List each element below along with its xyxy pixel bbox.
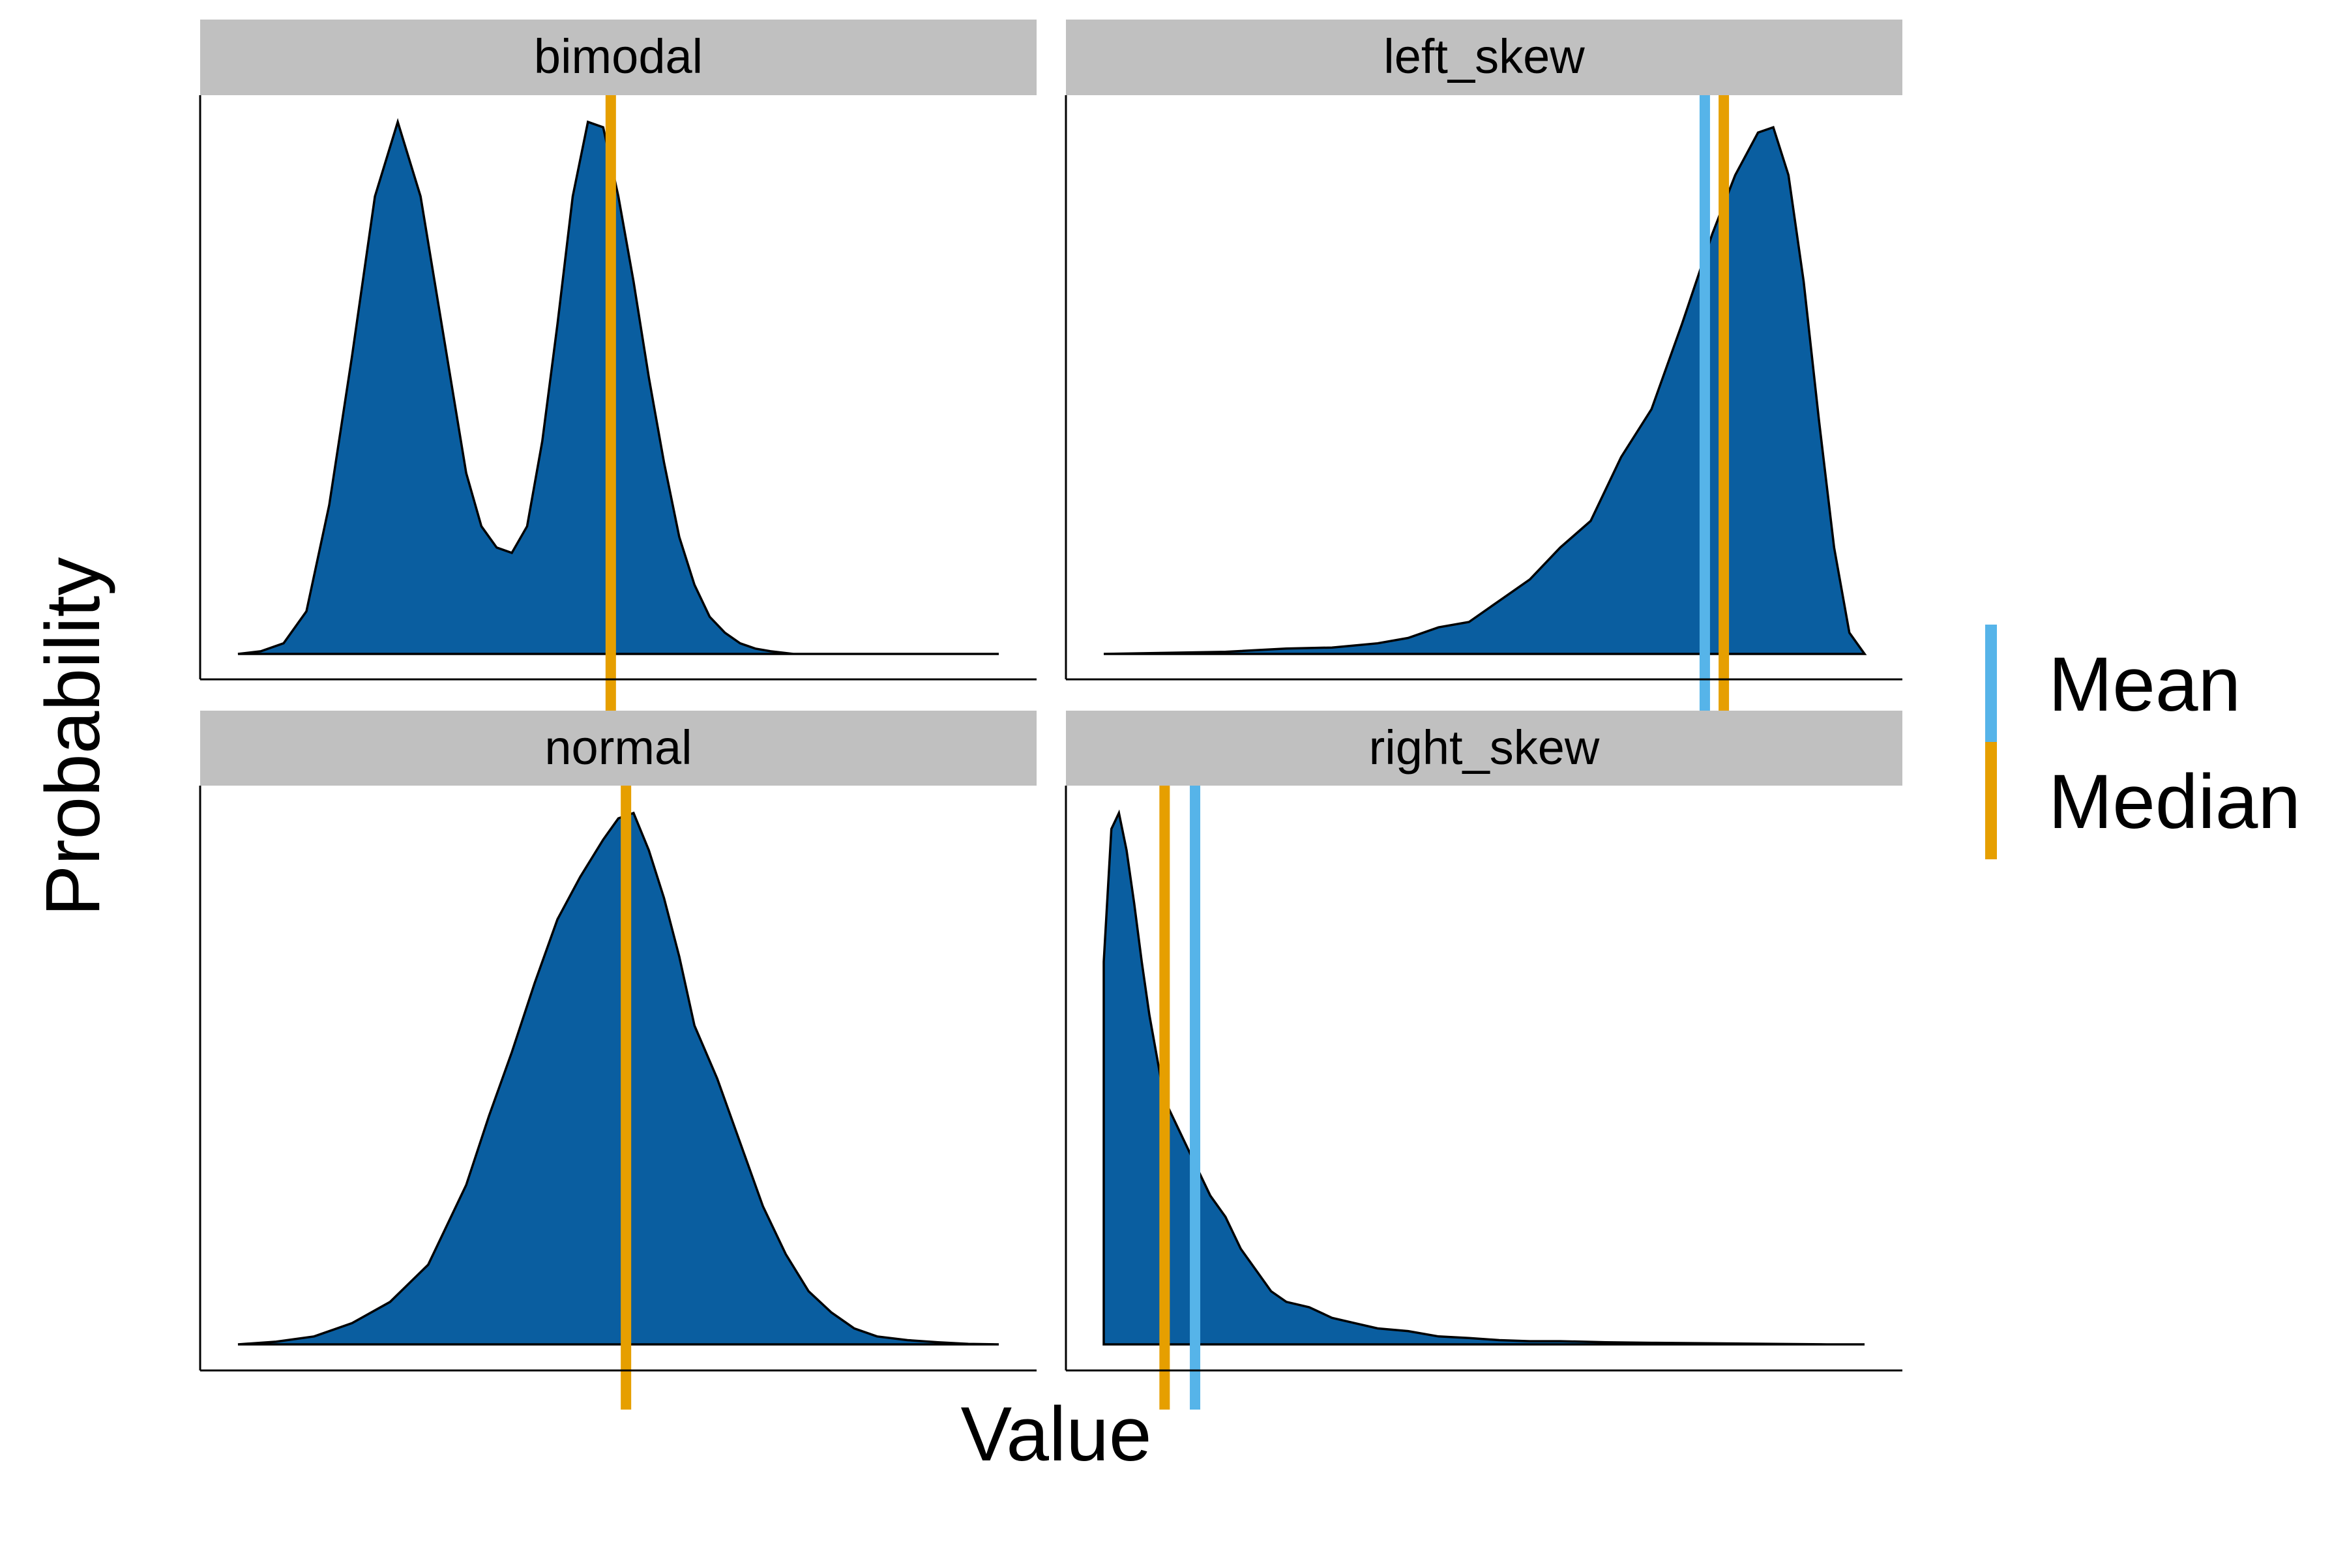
panel-left_skew: left_skew (1065, 20, 1902, 718)
panel-normal: normal (199, 711, 1037, 1410)
legend-key-median (1985, 742, 1997, 859)
y-axis-title: Probability (30, 557, 116, 917)
strip-label-left_skew: left_skew (1383, 29, 1585, 83)
strip-background (200, 20, 1037, 95)
legend-label-median: Median (2048, 759, 2301, 845)
density-area-left_skew (1103, 125, 1867, 655)
density-area-right_skew (1102, 809, 1865, 1346)
strip-background (200, 711, 1037, 786)
strip-label-bimodal: bimodal (534, 29, 703, 83)
strip-background (1066, 20, 1902, 95)
strip-background (1066, 711, 1902, 786)
legend-key-mean (1985, 625, 1997, 742)
panel-right_skew: right_skew (1065, 711, 1902, 1410)
strip-label-right_skew: right_skew (1369, 720, 1600, 775)
density-area-bimodal (237, 118, 999, 655)
strip-label-normal: normal (544, 720, 692, 775)
panel-bimodal: bimodal (199, 20, 1037, 718)
density-area-normal (237, 811, 999, 1346)
legend-label-mean: Mean (2048, 642, 2241, 728)
legend: Mean Median (1985, 625, 2301, 859)
x-axis-title: Value (960, 1391, 1151, 1477)
